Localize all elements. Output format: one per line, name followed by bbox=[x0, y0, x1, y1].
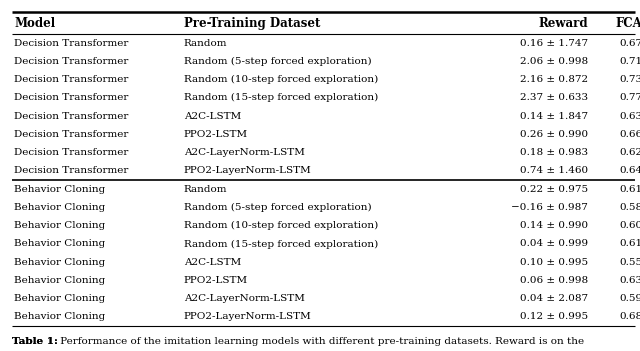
Text: 0.06 ± 0.998: 0.06 ± 0.998 bbox=[520, 276, 588, 285]
Text: 0.59: 0.59 bbox=[620, 294, 640, 303]
Text: Decision Transformer: Decision Transformer bbox=[14, 112, 129, 121]
Text: A2C-LayerNorm-LSTM: A2C-LayerNorm-LSTM bbox=[184, 148, 305, 157]
Text: 0.74 ± 1.460: 0.74 ± 1.460 bbox=[520, 166, 588, 176]
Text: FCA: FCA bbox=[616, 16, 640, 30]
Text: A2C-LSTM: A2C-LSTM bbox=[184, 112, 241, 121]
Text: Behavior Cloning: Behavior Cloning bbox=[14, 258, 106, 267]
Text: 0.62: 0.62 bbox=[620, 148, 640, 157]
Text: PPO2-LSTM: PPO2-LSTM bbox=[184, 130, 248, 139]
Text: Table 1:: Table 1: bbox=[12, 337, 58, 346]
Text: 0.77: 0.77 bbox=[620, 93, 640, 102]
Text: PPO2-LSTM: PPO2-LSTM bbox=[184, 276, 248, 285]
Text: 0.64: 0.64 bbox=[620, 166, 640, 176]
Text: Decision Transformer: Decision Transformer bbox=[14, 75, 129, 84]
Text: Table 1: Performance of the imitation learning models with different pre-trainin: Table 1: Performance of the imitation le… bbox=[12, 337, 580, 346]
Text: Decision Transformer: Decision Transformer bbox=[14, 93, 129, 102]
Text: 0.60: 0.60 bbox=[620, 221, 640, 230]
Text: 0.63: 0.63 bbox=[620, 112, 640, 121]
Text: PPO2-LayerNorm-LSTM: PPO2-LayerNorm-LSTM bbox=[184, 166, 312, 176]
Text: 0.67: 0.67 bbox=[620, 39, 640, 48]
Text: Behavior Cloning: Behavior Cloning bbox=[14, 312, 106, 322]
Text: 0.61: 0.61 bbox=[620, 239, 640, 249]
Text: 0.16 ± 1.747: 0.16 ± 1.747 bbox=[520, 39, 588, 48]
Text: 0.71: 0.71 bbox=[620, 57, 640, 66]
Text: Model: Model bbox=[14, 16, 55, 30]
Text: 0.10 ± 0.995: 0.10 ± 0.995 bbox=[520, 258, 588, 267]
Text: A2C-LSTM: A2C-LSTM bbox=[184, 258, 241, 267]
Text: 0.61: 0.61 bbox=[620, 185, 640, 194]
Text: 0.14 ± 1.847: 0.14 ± 1.847 bbox=[520, 112, 588, 121]
Text: Behavior Cloning: Behavior Cloning bbox=[14, 294, 106, 303]
Text: 0.68: 0.68 bbox=[620, 312, 640, 322]
Text: Behavior Cloning: Behavior Cloning bbox=[14, 239, 106, 249]
Text: Pre-Training Dataset: Pre-Training Dataset bbox=[184, 16, 320, 30]
Text: PPO2-LayerNorm-LSTM: PPO2-LayerNorm-LSTM bbox=[184, 312, 312, 322]
Text: Random (15-step forced exploration): Random (15-step forced exploration) bbox=[184, 239, 378, 249]
Text: Behavior Cloning: Behavior Cloning bbox=[14, 221, 106, 230]
Text: Decision Transformer: Decision Transformer bbox=[14, 57, 129, 66]
Text: Decision Transformer: Decision Transformer bbox=[14, 130, 129, 139]
Text: 0.12 ± 0.995: 0.12 ± 0.995 bbox=[520, 312, 588, 322]
Text: 0.26 ± 0.990: 0.26 ± 0.990 bbox=[520, 130, 588, 139]
Text: 0.73: 0.73 bbox=[620, 75, 640, 84]
Text: Behavior Cloning: Behavior Cloning bbox=[14, 276, 106, 285]
Text: 0.55: 0.55 bbox=[620, 258, 640, 267]
Text: Random (10-step forced exploration): Random (10-step forced exploration) bbox=[184, 75, 378, 84]
Text: 2.37 ± 0.633: 2.37 ± 0.633 bbox=[520, 93, 588, 102]
Text: Random (10-step forced exploration): Random (10-step forced exploration) bbox=[184, 221, 378, 230]
Text: −0.16 ± 0.987: −0.16 ± 0.987 bbox=[511, 203, 588, 212]
Text: Behavior Cloning: Behavior Cloning bbox=[14, 185, 106, 194]
Text: Random: Random bbox=[184, 39, 227, 48]
Text: Decision Transformer: Decision Transformer bbox=[14, 39, 129, 48]
Text: 0.18 ± 0.983: 0.18 ± 0.983 bbox=[520, 148, 588, 157]
Text: Decision Transformer: Decision Transformer bbox=[14, 166, 129, 176]
Text: Behavior Cloning: Behavior Cloning bbox=[14, 203, 106, 212]
Text: 2.16 ± 0.872: 2.16 ± 0.872 bbox=[520, 75, 588, 84]
Text: Reward: Reward bbox=[538, 16, 588, 30]
Text: A2C-LayerNorm-LSTM: A2C-LayerNorm-LSTM bbox=[184, 294, 305, 303]
Text: 0.63: 0.63 bbox=[620, 276, 640, 285]
Text: 0.04 ± 0.999: 0.04 ± 0.999 bbox=[520, 239, 588, 249]
Text: Random (5-step forced exploration): Random (5-step forced exploration) bbox=[184, 203, 371, 212]
Text: 0.14 ± 0.990: 0.14 ± 0.990 bbox=[520, 221, 588, 230]
Text: Random (5-step forced exploration): Random (5-step forced exploration) bbox=[184, 57, 371, 66]
Text: 0.04 ± 2.087: 0.04 ± 2.087 bbox=[520, 294, 588, 303]
Text: Decision Transformer: Decision Transformer bbox=[14, 148, 129, 157]
Text: 0.66: 0.66 bbox=[620, 130, 640, 139]
Text: 2.06 ± 0.998: 2.06 ± 0.998 bbox=[520, 57, 588, 66]
Text: 0.22 ± 0.975: 0.22 ± 0.975 bbox=[520, 185, 588, 194]
Text: Random: Random bbox=[184, 185, 227, 194]
Text: Performance of the imitation learning models with different pre-training dataset: Performance of the imitation learning mo… bbox=[58, 337, 584, 346]
Text: Random (15-step forced exploration): Random (15-step forced exploration) bbox=[184, 93, 378, 102]
Text: Table 1:: Table 1: bbox=[12, 337, 58, 346]
Text: 0.58: 0.58 bbox=[620, 203, 640, 212]
